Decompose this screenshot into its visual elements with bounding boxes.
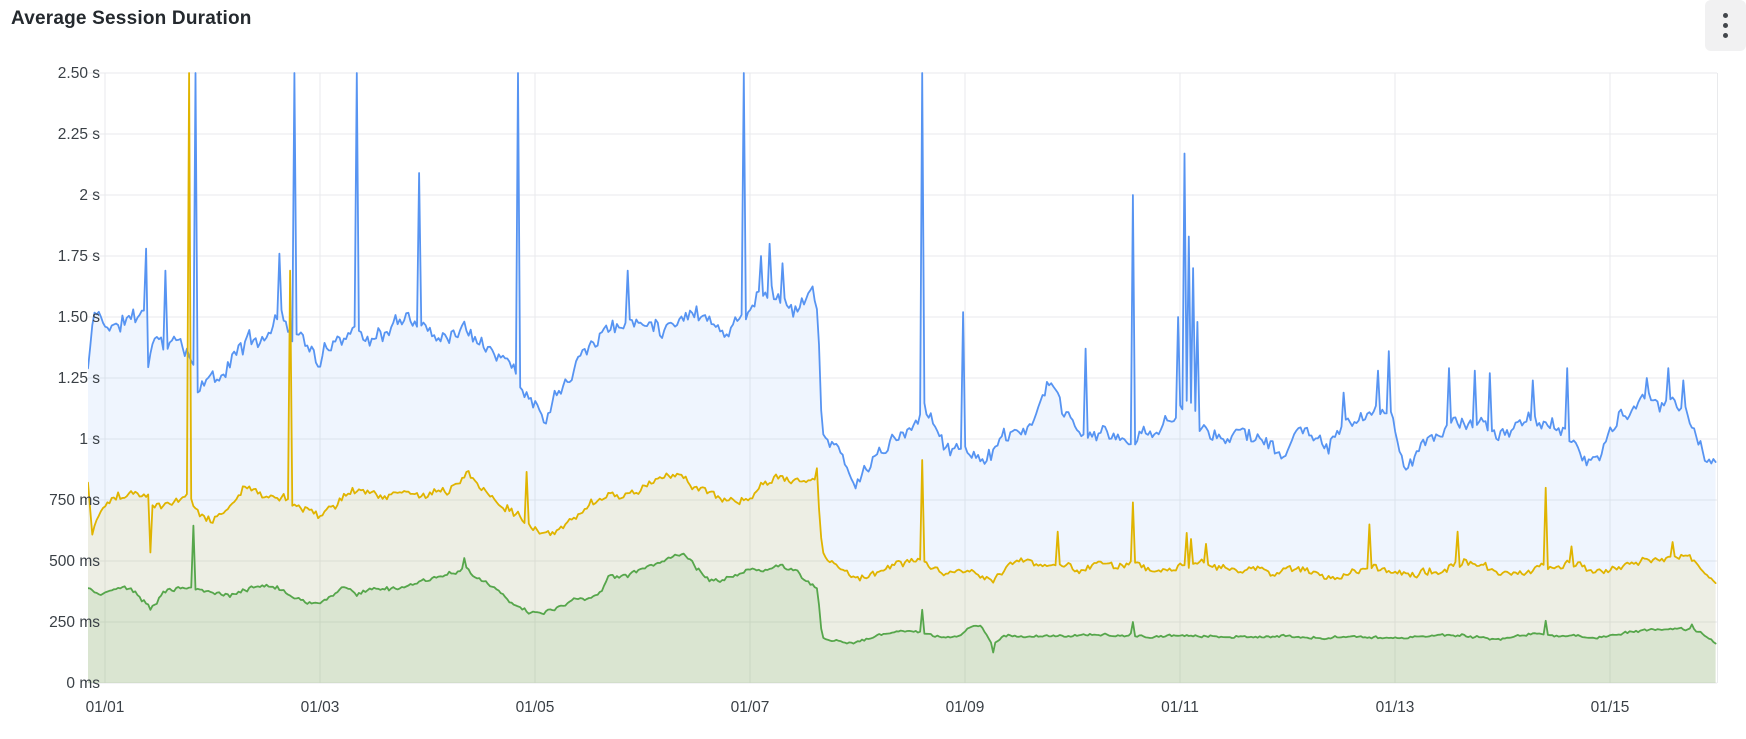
y-tick-label: 1.75 s [58,248,100,265]
series-fills [88,73,1716,683]
y-axis-labels: 0 ms 250 ms 500 ms 750 ms 1 s 1.25 s 1.50 s 1.7… [49,65,100,692]
panel-menu-button[interactable] [1705,0,1746,51]
y-tick-label: 250 ms [49,614,100,631]
series-3-green-line [88,524,1717,654]
x-tick-label: 01/07 [731,699,770,716]
grid-lines [88,72,1718,684]
x-tick-label: 01/01 [86,699,125,716]
x-tick-label: 01/09 [946,699,985,716]
series-lines [88,72,1717,654]
y-tick-label: 500 ms [49,553,100,570]
y-tick-label: 2.50 s [58,65,100,82]
x-tick-label: 01/05 [516,699,555,716]
y-tick-label: 1.25 s [58,370,100,387]
panel-header: Average Session Duration [0,0,1746,51]
x-tick-label: 01/03 [301,699,340,716]
y-tick-label: 0 ms [66,675,100,692]
x-tick-label: 01/11 [1161,699,1199,716]
series-2-yellow-fill [88,73,1716,683]
y-tick-label: 1.50 s [58,309,100,326]
panel-title: Average Session Duration [11,8,252,29]
kebab-vertical-icon [1723,13,1728,38]
y-tick-label: 1 s [79,431,100,448]
x-axis-labels: 01/01 01/03 01/05 01/07 01/09 01/11 01/13 01/15 [86,699,1630,716]
series-1-blue-fill [88,73,1716,683]
series-3-green-fill [88,525,1716,683]
series-1-blue-line [88,72,1717,490]
y-tick-label: 2.25 s [58,126,100,143]
y-tick-label: 750 ms [49,492,100,509]
series-2-yellow-line [88,72,1717,584]
x-tick-label: 01/13 [1376,699,1415,716]
y-tick-label: 2 s [79,187,100,204]
x-tick-label: 01/15 [1591,699,1630,716]
